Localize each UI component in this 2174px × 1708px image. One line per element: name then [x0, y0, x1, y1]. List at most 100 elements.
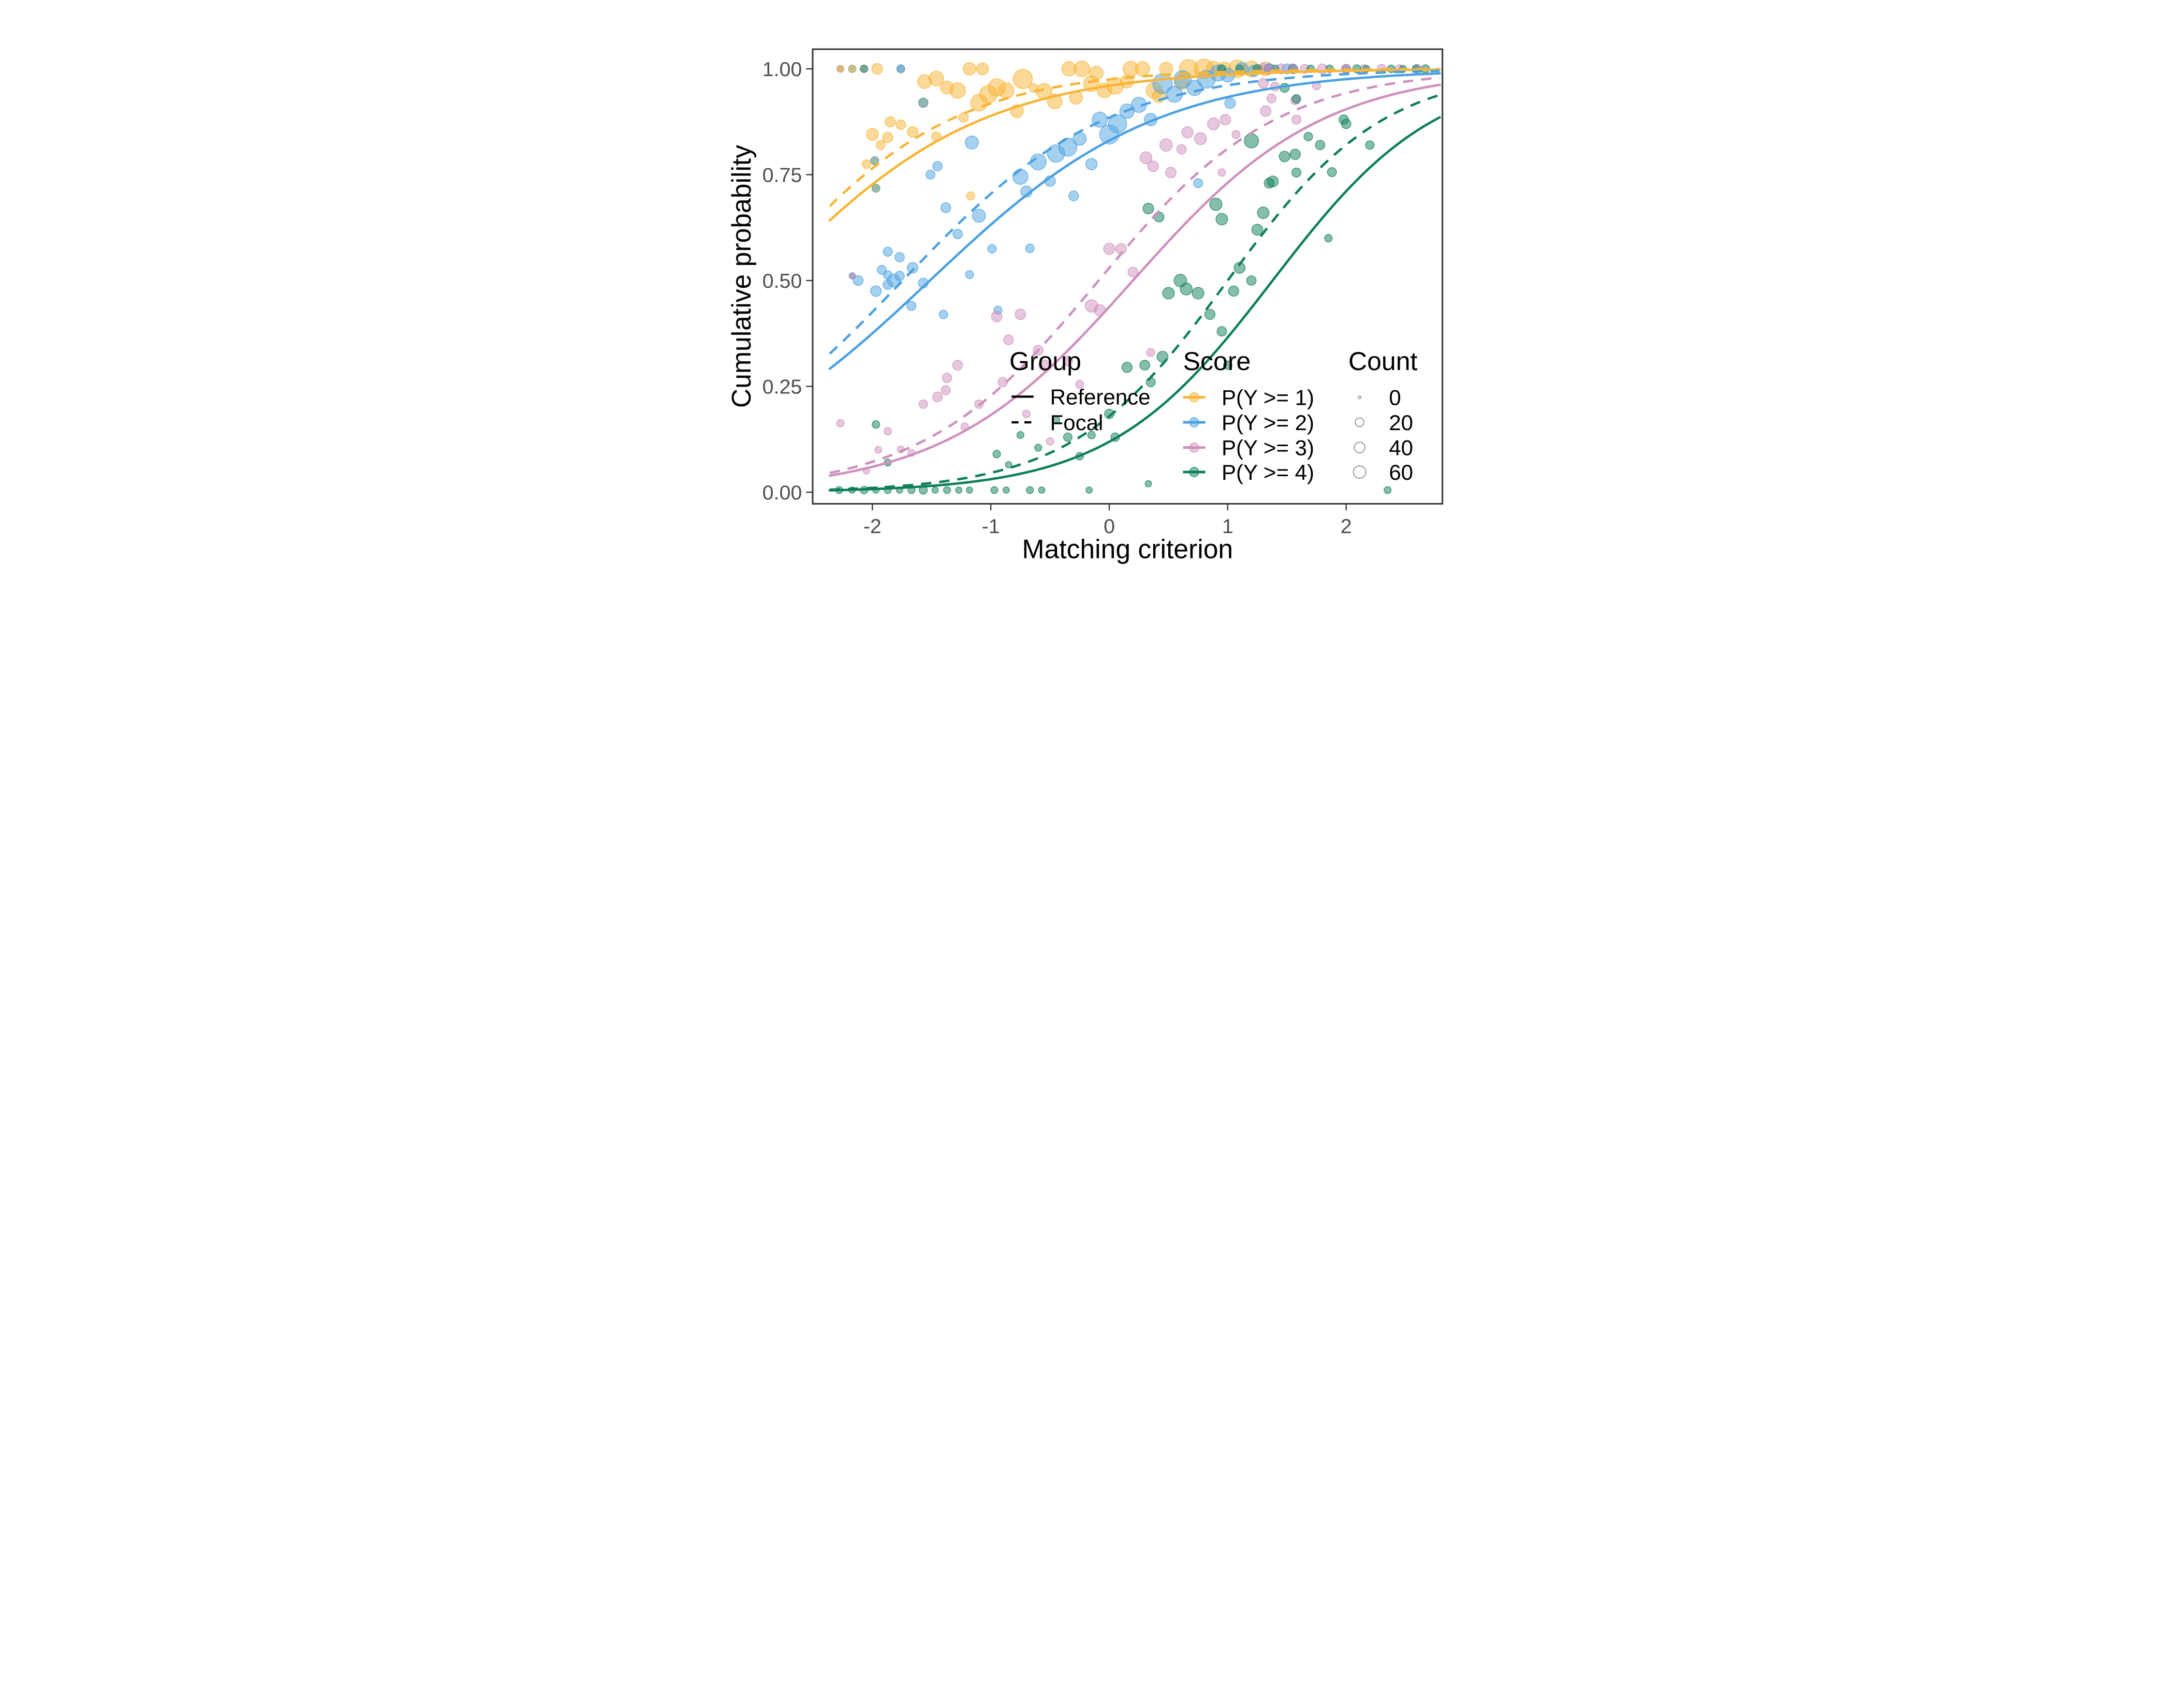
scatter-point [1127, 267, 1138, 277]
legend-count-key-circle [1353, 465, 1367, 479]
scatter-point [966, 487, 973, 494]
legend-count-item: 60 [1389, 460, 1413, 484]
scatter-point [885, 116, 896, 127]
scatter-point [883, 246, 893, 257]
legend-count-title: Count [1348, 347, 1418, 376]
x-axis-title: Matching criterion [1022, 534, 1233, 564]
scatter-point [918, 399, 928, 409]
scatter-point [883, 270, 892, 280]
scatter-point [926, 170, 935, 180]
scatter-point [966, 191, 975, 200]
logistic-curves-layer [828, 68, 1441, 492]
scatter-point [1058, 138, 1078, 157]
scatter-point [861, 159, 871, 169]
scatter-point [929, 70, 944, 86]
scatter-point [1257, 207, 1270, 219]
scatter-point [875, 140, 886, 150]
scatter-point [1207, 117, 1220, 130]
y-axis-title: Cumulative probability [726, 145, 756, 408]
x-tick-label: 2 [1341, 515, 1352, 538]
scatter-point [1022, 409, 1031, 418]
legend-score-key-point [1189, 443, 1199, 453]
scatter-point [1267, 175, 1279, 187]
scatter-point-blend [870, 156, 879, 165]
scatter-point [1139, 151, 1153, 164]
scatter-point [1291, 168, 1301, 178]
curve-focal-P(Y >= 1) [829, 68, 1440, 208]
panel-border [812, 48, 1444, 505]
scatter-point [1194, 132, 1207, 145]
scatter-point [884, 427, 892, 436]
scatter-point [1159, 138, 1173, 152]
scatter-point [1315, 140, 1326, 151]
scatter-point [1258, 78, 1269, 89]
legend-score-key-point [1189, 467, 1199, 477]
scatter-point [874, 446, 883, 454]
curve-focal-P(Y >= 3) [829, 76, 1440, 475]
x-tick-label: -1 [982, 515, 1000, 538]
scatter-point [1220, 114, 1231, 126]
scatter-point [1068, 190, 1079, 201]
curve-reference-P(Y >= 3) [828, 83, 1441, 477]
scatter-point [836, 419, 845, 428]
scatter-point [1251, 224, 1264, 236]
scatter-point [1003, 334, 1014, 345]
figure-container: 1.00 0.75 0.50 0.25 0.00 -2 -1 0 1 2 Group Referen… [725, 0, 1449, 569]
x-tick-label: -2 [863, 515, 882, 538]
scatter-point [1016, 431, 1024, 439]
scatter-point [1176, 144, 1187, 155]
scatter-point [992, 450, 1001, 459]
scatter-point [1165, 167, 1177, 179]
scatter-point [1209, 198, 1223, 211]
scatter-point [1063, 356, 1073, 366]
legend-count-key-circle [1354, 441, 1365, 453]
scatter-point [1216, 326, 1227, 336]
axis-ticks-layer: 1.00 0.75 0.50 0.25 0.00 -2 -1 0 1 2 [762, 58, 1352, 538]
scatter-point [941, 385, 951, 395]
scatter-point [1181, 126, 1194, 139]
scatter-point [906, 301, 917, 311]
scatter-point [1146, 348, 1155, 357]
scatter-point [1026, 486, 1034, 494]
legend-count-item: 20 [1389, 410, 1413, 435]
scatter-point [1139, 360, 1150, 371]
scatter-point [1038, 487, 1046, 494]
scatter-point [972, 209, 986, 223]
legend-score-item: P(Y >= 3) [1222, 436, 1314, 460]
scatter-point [1365, 140, 1375, 150]
scatter-point [1103, 243, 1115, 255]
scatter-point [1003, 487, 1010, 494]
scatter-point [1108, 114, 1127, 134]
scatter-point [1193, 178, 1203, 188]
scatter-point [931, 487, 939, 494]
scatter-point [1034, 444, 1042, 452]
scatter-point [882, 131, 893, 143]
scatter-point [1085, 158, 1098, 170]
scatter-point-blend [918, 97, 929, 108]
scatter-point [1074, 61, 1091, 77]
legend-group-title: Group [1009, 347, 1081, 376]
scatter-point [1180, 283, 1193, 296]
scatter-point [853, 275, 864, 286]
scatter-point [866, 128, 879, 141]
scatter-point [1303, 131, 1313, 141]
scatter-point [1085, 487, 1093, 494]
curve-reference-P(Y >= 4) [828, 116, 1441, 492]
scatter-point [1267, 93, 1276, 104]
y-tick-label: 0.25 [762, 376, 802, 399]
scatter-point [1231, 130, 1241, 139]
scatter-point [1135, 61, 1150, 77]
scatter-point [1005, 461, 1012, 468]
scatter-point [1215, 213, 1228, 226]
scatter-point [870, 285, 882, 297]
legend-count-item: 40 [1389, 436, 1413, 460]
scatter-point [1162, 287, 1175, 300]
scatter-point [1327, 167, 1337, 177]
scatter-point [1244, 133, 1259, 149]
legend-count-key-circle [1355, 417, 1364, 428]
scatter-point-blend [871, 184, 880, 193]
scatter-point [895, 120, 906, 130]
scatter-point [1341, 119, 1352, 129]
scatter-point [1144, 480, 1152, 488]
scatter-point [1384, 486, 1392, 494]
